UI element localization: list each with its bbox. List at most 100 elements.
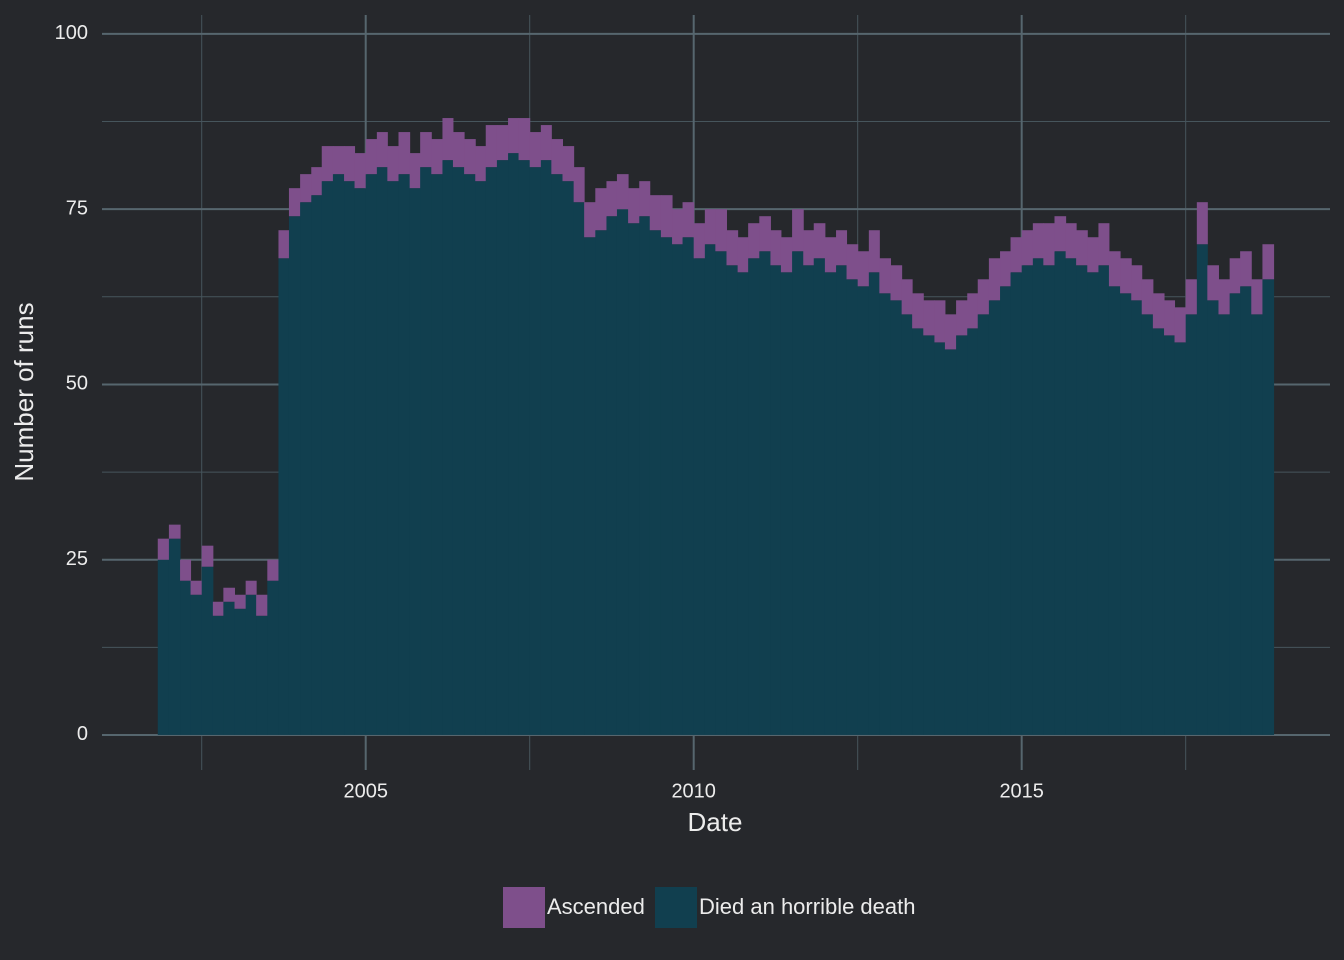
bar-segment xyxy=(846,244,859,280)
bar-segment xyxy=(354,153,367,189)
bar-segment xyxy=(1174,342,1187,735)
bar-segment xyxy=(387,146,400,182)
bar-segment xyxy=(639,181,651,217)
bar-segment xyxy=(1021,230,1034,266)
bar-segment xyxy=(180,559,192,581)
bar-segment xyxy=(693,258,706,735)
bar-segment xyxy=(934,300,946,343)
bar-segment xyxy=(1185,279,1198,315)
bar-segment xyxy=(977,279,990,315)
y-tick-label: 75 xyxy=(66,197,88,219)
bar-segment xyxy=(1240,286,1252,735)
bar-segment xyxy=(606,181,618,217)
bar-segment xyxy=(234,608,247,735)
bar-segment xyxy=(660,195,673,238)
bar-segment xyxy=(901,279,913,315)
bar-segment xyxy=(278,230,290,259)
bar-segment xyxy=(201,566,214,735)
bar-segment xyxy=(540,125,552,161)
bar-segment xyxy=(551,174,563,735)
bar-segment xyxy=(737,272,749,735)
bar-segment xyxy=(420,167,432,735)
bar-segment xyxy=(201,545,214,567)
bar-segment xyxy=(278,258,290,735)
legend-swatch xyxy=(503,887,545,928)
bar-segment xyxy=(1164,335,1176,735)
bar-segment xyxy=(1076,230,1088,266)
bar-segment xyxy=(912,328,924,735)
legend-swatch xyxy=(655,887,697,928)
bar-segment xyxy=(518,160,531,735)
bar-segment xyxy=(1108,251,1121,287)
bar-segment xyxy=(344,146,356,182)
bar-segment xyxy=(1131,265,1143,301)
x-tick-label: 2005 xyxy=(343,780,388,802)
bar-segment xyxy=(672,244,684,735)
bar-segment xyxy=(1098,223,1110,266)
bar-segment xyxy=(562,181,575,735)
bar-segment xyxy=(857,251,870,287)
bar-segment xyxy=(300,174,312,203)
bar-segment xyxy=(573,202,585,735)
bar-segment xyxy=(168,538,181,735)
legend-label: Died an horrible death xyxy=(699,894,915,919)
bar-segment xyxy=(398,174,411,735)
bar-segment xyxy=(529,167,542,735)
bar-segment xyxy=(420,132,432,168)
bar-segment xyxy=(1185,314,1198,735)
bar-segment xyxy=(803,265,815,735)
bar-segment xyxy=(1120,293,1132,735)
bar-segment xyxy=(475,146,487,182)
bar-segment xyxy=(759,216,771,252)
bar-segment xyxy=(606,216,618,735)
bar-segment xyxy=(321,181,334,735)
bar-segment xyxy=(868,272,880,735)
bar-segment xyxy=(836,265,848,735)
bar-segment xyxy=(267,559,279,581)
bar-segment xyxy=(1152,328,1165,735)
bar-segment xyxy=(660,237,673,735)
bar-segment xyxy=(562,146,575,182)
bar-segment xyxy=(944,349,957,735)
bar-segment xyxy=(365,139,378,175)
bar-segment xyxy=(628,188,640,224)
bar-segment xyxy=(300,202,312,735)
x-tick-label: 2010 xyxy=(671,780,716,802)
bar-segment xyxy=(813,258,826,735)
bar-segment xyxy=(573,167,585,203)
bar-segment xyxy=(715,209,727,252)
bar-segment xyxy=(1120,258,1132,294)
bar-segment xyxy=(1152,293,1165,329)
bar-segment xyxy=(846,279,859,735)
bar-segment xyxy=(813,223,826,259)
bar-segment xyxy=(792,251,804,735)
bar-segment xyxy=(442,118,454,161)
bar-segment xyxy=(485,167,498,735)
x-axis-title: Date xyxy=(688,807,743,837)
bar-segment xyxy=(1000,251,1012,287)
bar-segment xyxy=(344,181,356,735)
bar-segment xyxy=(376,132,388,168)
bar-segment xyxy=(912,293,924,329)
bar-segment xyxy=(977,314,990,735)
bar-segment xyxy=(726,265,739,735)
bar-segment xyxy=(901,314,913,735)
legend: Ascended Died an horrible death xyxy=(503,887,915,928)
bar-segment xyxy=(180,580,192,735)
bar-segment xyxy=(1098,265,1110,735)
bar-segment xyxy=(267,580,279,735)
bar-segment xyxy=(682,202,695,238)
y-tick-label: 0 xyxy=(77,723,88,745)
bar-segment xyxy=(726,230,739,266)
bar-segment xyxy=(1108,286,1121,735)
bar-segment xyxy=(398,132,411,175)
bar-segment xyxy=(1141,279,1154,315)
bar-segment xyxy=(431,174,443,735)
bar-segment xyxy=(464,174,476,735)
bar-segment xyxy=(496,125,509,161)
bar-segment xyxy=(1229,293,1241,735)
bar-segment xyxy=(715,251,727,735)
bar-segment xyxy=(704,209,716,245)
bar-segment xyxy=(890,265,903,301)
bar-segment xyxy=(409,188,421,735)
